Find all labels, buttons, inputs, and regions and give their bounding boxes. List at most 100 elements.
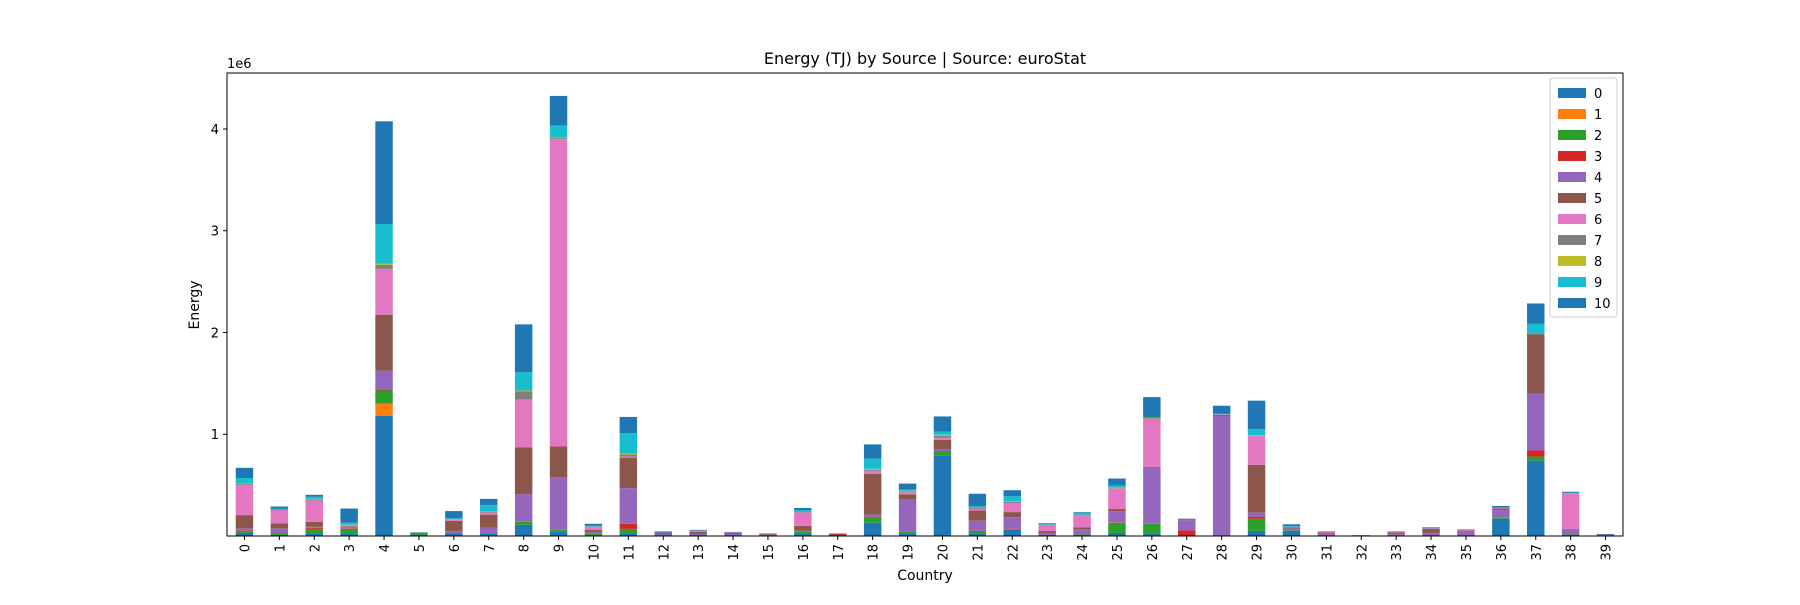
bar-segment-country-22-source-9 — [1004, 496, 1021, 501]
bar-segment-country-26-source-10 — [1143, 397, 1160, 417]
bar-segment-country-2-source-2 — [306, 529, 323, 534]
bar-segment-country-1-source-10 — [271, 506, 288, 508]
bar-segment-country-29-source-7 — [1248, 436, 1265, 437]
bar-segment-country-18-source-0 — [864, 523, 881, 536]
bar-segment-country-15-source-4 — [759, 534, 776, 535]
bar-segment-country-1-source-5 — [271, 523, 288, 528]
bar-segment-country-18-source-2 — [864, 518, 881, 523]
bar-segment-country-15-source-10 — [759, 533, 776, 534]
bar-segment-country-7-source-10 — [480, 499, 497, 505]
bar-segment-country-20-source-3 — [934, 451, 951, 452]
bar-segment-country-5-source-2 — [410, 534, 427, 535]
bar-segment-country-18-source-3 — [864, 517, 881, 518]
bar-segment-country-20-source-0 — [934, 456, 951, 536]
bar-segment-country-5-source-10 — [410, 532, 427, 533]
x-tick-label: 8 — [518, 544, 533, 552]
bar-segment-country-26-source-6 — [1143, 419, 1160, 467]
bar-segment-country-0-source-7 — [236, 484, 253, 485]
bar-segment-country-0-source-8 — [236, 483, 253, 484]
bar-segment-country-18-source-4 — [864, 515, 881, 517]
bar-segment-country-22-source-3 — [1004, 528, 1021, 529]
bar-segment-country-29-source-2 — [1248, 519, 1265, 531]
bar-segment-country-10-source-10 — [585, 524, 602, 526]
bar-segment-country-25-source-2 — [1108, 523, 1125, 533]
bar-segment-country-25-source-9 — [1108, 486, 1125, 488]
bar-segment-country-0-source-9 — [236, 478, 253, 483]
bar-segment-country-3-source-9 — [340, 523, 357, 525]
bar-segment-country-37-source-9 — [1527, 324, 1544, 333]
bar-segment-country-10-source-5 — [585, 530, 602, 532]
legend-swatch-2 — [1558, 130, 1586, 140]
x-tick-label: 24 — [1076, 544, 1091, 561]
bar-segment-country-4-source-9 — [375, 224, 392, 264]
bar-segment-country-21-source-8 — [969, 507, 986, 508]
x-tick-label: 10 — [587, 544, 602, 561]
bar-segment-country-16-source-4 — [794, 531, 811, 532]
x-tick-label: 2 — [308, 544, 323, 552]
bar-segment-country-26-source-4 — [1143, 468, 1160, 524]
bar-segment-country-18-source-7 — [864, 470, 881, 471]
bar-segment-country-3-source-8 — [340, 525, 357, 526]
bar-segment-country-28-source-6 — [1213, 414, 1230, 415]
bar-segment-country-8-source-9 — [515, 372, 532, 390]
bar-segment-country-4-source-0 — [375, 416, 392, 536]
bar-segment-country-2-source-8 — [306, 499, 323, 500]
bar-segment-country-29-source-3 — [1248, 517, 1265, 519]
bar-segment-country-25-source-8 — [1108, 488, 1125, 489]
bar-segment-country-30-source-9 — [1283, 526, 1300, 527]
bar-segment-country-26-source-2 — [1143, 524, 1160, 534]
bar-segment-country-0-source-2 — [236, 531, 253, 533]
bar-segment-country-11-source-10 — [620, 417, 637, 433]
bar-segment-country-28-source-9 — [1213, 414, 1230, 415]
bar-segment-country-19-source-10 — [899, 484, 916, 490]
bar-segment-country-21-source-7 — [969, 508, 986, 509]
bar-segment-country-4-source-1 — [375, 404, 392, 416]
bar-segment-country-9-source-2 — [550, 530, 567, 532]
bar-segment-country-21-source-9 — [969, 506, 986, 507]
x-tick-label: 23 — [1041, 544, 1056, 561]
bar-segment-country-9-source-4 — [550, 477, 567, 530]
bar-segment-country-13-source-5 — [689, 532, 706, 534]
bar-segment-country-9-source-10 — [550, 96, 567, 126]
x-tick-label: 22 — [1006, 544, 1021, 561]
bar-segment-country-27-source-4 — [1178, 520, 1195, 530]
bar-segment-country-36-source-6 — [1492, 508, 1509, 509]
legend-label-5: 5 — [1594, 192, 1602, 207]
bar-segment-country-3-source-10 — [340, 509, 357, 523]
bar-segment-country-31-source-5 — [1318, 532, 1335, 533]
bar-segment-country-34-source-2 — [1422, 535, 1439, 536]
bar-segment-country-2-source-4 — [306, 527, 323, 528]
bar-segment-country-22-source-10 — [1004, 490, 1021, 496]
bar-segment-country-23-source-4 — [1038, 533, 1055, 535]
bar-segment-country-38-source-2 — [1562, 534, 1579, 535]
bar-segment-country-1-source-4 — [271, 528, 288, 533]
bar-segment-country-36-source-7 — [1492, 508, 1509, 509]
bar-segment-country-20-source-8 — [934, 435, 951, 436]
bar-segment-country-35-source-4 — [1457, 531, 1474, 535]
bar-segment-country-16-source-5 — [794, 526, 811, 531]
bar-segment-country-26-source-7 — [1143, 418, 1160, 419]
bar-segment-country-38-source-9 — [1562, 493, 1579, 494]
bar-segment-country-37-source-2 — [1527, 457, 1544, 461]
bar-segment-country-36-source-4 — [1492, 510, 1509, 518]
bar-segment-country-23-source-5 — [1038, 531, 1055, 533]
bar-segment-country-22-source-7 — [1004, 502, 1021, 503]
bar-segment-country-11-source-8 — [620, 454, 637, 455]
bar-segment-country-39-source-10 — [1597, 534, 1614, 535]
bar-segment-country-25-source-6 — [1108, 489, 1125, 509]
bar-segment-country-9-source-9 — [550, 125, 567, 137]
x-tick-label: 1 — [273, 544, 288, 552]
bar-segment-country-37-source-4 — [1527, 394, 1544, 451]
legend-swatch-5 — [1558, 193, 1586, 203]
bar-segment-country-37-source-0 — [1527, 461, 1544, 536]
bar-segment-country-30-source-4 — [1283, 528, 1300, 530]
bar-segment-country-11-source-2 — [620, 529, 637, 534]
bar-segment-country-37-source-7 — [1527, 334, 1544, 335]
bar-segment-country-20-source-4 — [934, 449, 951, 451]
bar-segment-country-35-source-10 — [1457, 529, 1474, 530]
x-tick-label: 14 — [727, 544, 742, 561]
x-tick-label: 16 — [797, 544, 812, 561]
x-tick-label: 3 — [343, 544, 358, 552]
bar-segment-country-33-source-10 — [1387, 531, 1404, 532]
